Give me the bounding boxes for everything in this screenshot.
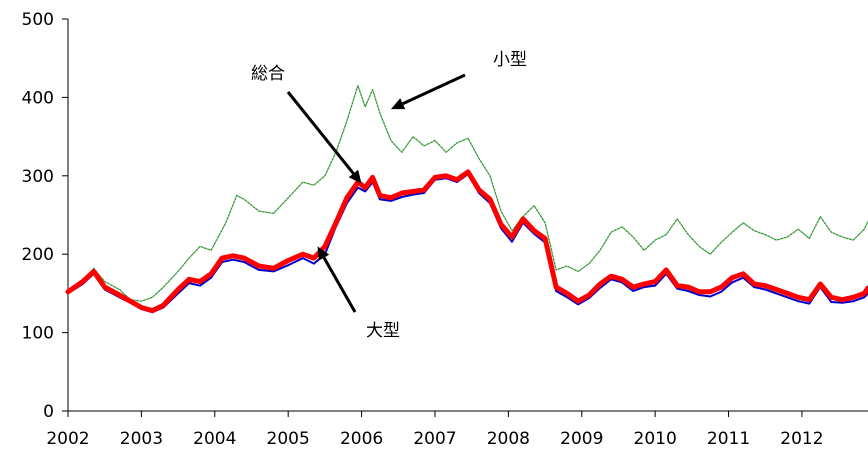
- x-tick-label: 2009: [560, 429, 603, 449]
- annotation-arrow: [322, 256, 357, 313]
- annotation-label: 小型: [493, 50, 527, 70]
- series-line-small: [67, 84, 868, 302]
- y-tick-label: 500: [22, 10, 54, 30]
- series-line-composite: [65, 169, 868, 314]
- y-tick-label: 100: [22, 324, 54, 344]
- annotation-arrow: [402, 73, 466, 106]
- x-tick-label: 2011: [707, 429, 750, 449]
- x-tick-label: 2006: [340, 429, 383, 449]
- x-tick-label: 2002: [46, 429, 89, 449]
- x-ticks: 2002 2003 2004 2005 2006 2007 2008 2009 2010 2011…: [46, 411, 824, 449]
- annotation-arrow: [286, 91, 355, 175]
- annotation-arrowhead: [390, 98, 406, 110]
- x-tick-label: 2012: [780, 429, 823, 449]
- x-tick-label: 2007: [413, 429, 456, 449]
- annotation-label: 大型: [366, 321, 400, 341]
- x-tick-label: 2010: [634, 429, 677, 449]
- x-tick-label: 2005: [267, 429, 310, 449]
- annotation-label: 総合: [251, 64, 285, 84]
- y-tick-label: 0: [43, 402, 54, 422]
- annotation-arrowhead: [317, 246, 330, 261]
- x-tick-label: 2004: [193, 429, 236, 449]
- x-tick-label: 2003: [120, 429, 163, 449]
- series-line-large: [67, 173, 868, 314]
- y-tick-label: 200: [22, 245, 54, 265]
- series-layer: [65, 84, 868, 314]
- y-tick-label: 300: [22, 167, 54, 187]
- y-tick-label: 400: [22, 88, 54, 108]
- y-ticks: 0 100 200 300 400 500: [22, 10, 68, 422]
- x-tick-label: 2008: [487, 429, 530, 449]
- annotation-arrowhead: [348, 169, 362, 184]
